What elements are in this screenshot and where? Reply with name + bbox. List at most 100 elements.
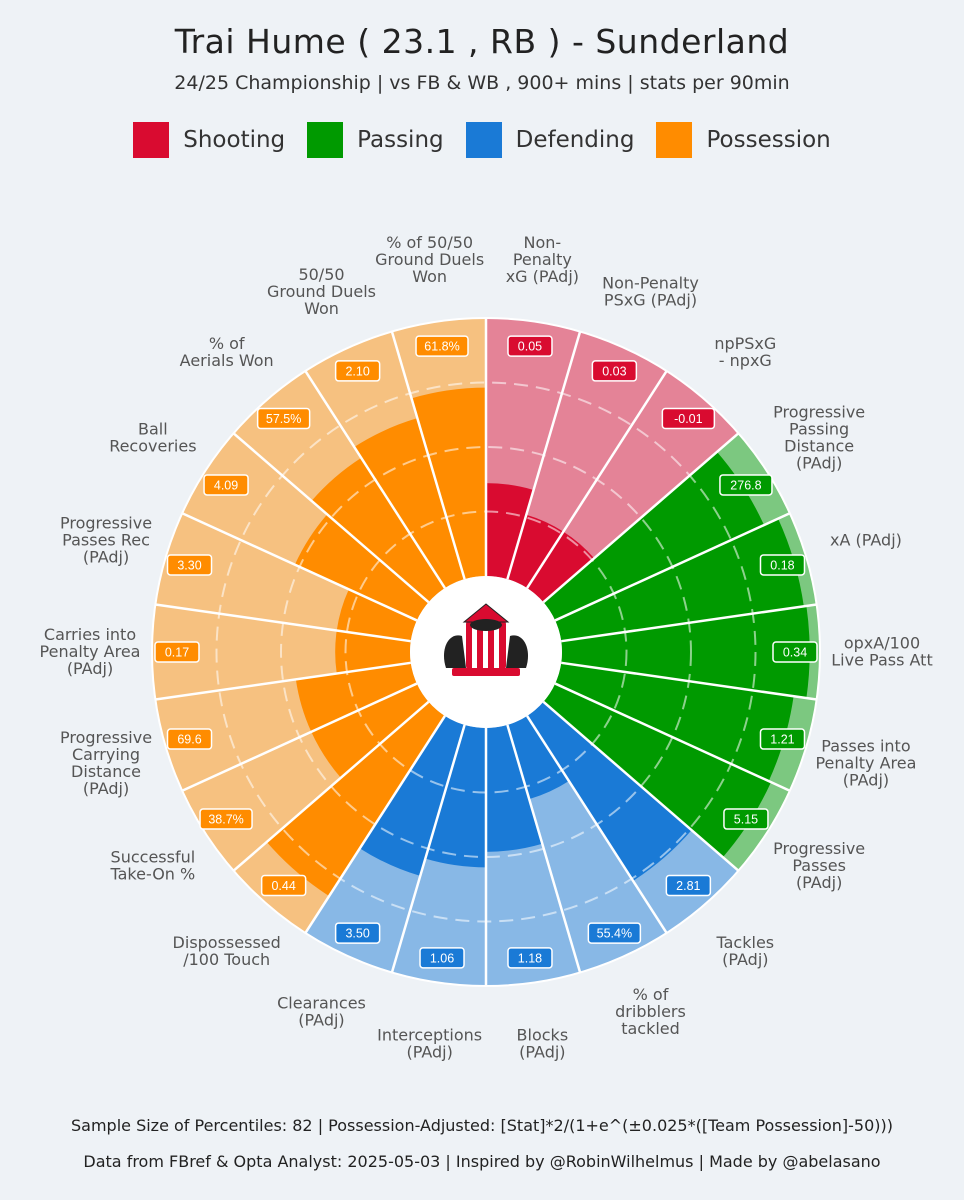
- svg-text:0.18: 0.18: [770, 558, 794, 572]
- category-label-non-penalty-xg-padj: Non-Penalty xG (PAdj): [506, 233, 579, 286]
- bar-interceptions-padj: [425, 724, 486, 868]
- svg-text:55.4%: 55.4%: [597, 927, 632, 941]
- bar-progressive-passes-padj: [543, 683, 772, 858]
- spoke-line: [561, 661, 817, 701]
- svg-text:0.17: 0.17: [165, 646, 189, 660]
- bar-progressive-passing-distance-padj: [543, 451, 765, 621]
- spoke-line: [526, 370, 668, 589]
- svg-text:38.7%: 38.7%: [208, 813, 243, 827]
- bar-passes-into-penalty-area-padj: [555, 662, 794, 782]
- category-label-xa-padj: xA (PAdj): [830, 530, 902, 549]
- value-label-successful-take-on: 38.7%: [199, 808, 253, 830]
- legend-swatch-defending: [465, 122, 502, 158]
- value-label-of-50-50-ground-duels-won: 61.8%: [415, 335, 469, 357]
- footer-note: Sample Size of Percentiles: 82 | Possess…: [70, 1116, 893, 1135]
- value-label-opxa-100-live-pass-att: 0.34: [772, 641, 818, 663]
- legend-swatch-shooting: [133, 122, 170, 158]
- bar-blocks-padj: [486, 724, 543, 852]
- value-label-interceptions-padj: 1.06: [419, 947, 465, 969]
- value-label-progressive-passes-rec-padj: 3.30: [166, 554, 213, 576]
- category-label-successful-take-on: Successful Take-On %: [110, 848, 196, 884]
- spoke-line: [390, 724, 466, 973]
- category-label-passes-into-penalty-area-padj: Passes into Penalty Area (PAdj): [815, 737, 916, 790]
- bar-of-dribblers-tackled: [507, 715, 569, 800]
- category-label-dispossessed-100-touch: Dispossessed/100 Touch: [173, 933, 281, 969]
- spoke-line: [554, 512, 791, 622]
- svg-text:0.05: 0.05: [518, 340, 542, 354]
- category-labels-layer: Non-Penalty xG (PAdj) Non-Penalty PSxG (PAd…: [40, 233, 933, 1061]
- bar-tackles-padj: [527, 701, 692, 881]
- svg-text:2.81: 2.81: [676, 879, 700, 893]
- category-label-progressive-passes-rec-padj: Progressive Passes Rec (PAdj): [60, 513, 152, 566]
- spoke-line: [155, 603, 411, 643]
- spoke-line: [304, 370, 446, 589]
- category-label-opxa-100-live-pass-att: opxA/100 Live Pass Att: [831, 634, 932, 670]
- value-label-50-50-ground-duels-won: 2.10: [334, 360, 381, 382]
- legend-item-defending: Defending: [465, 122, 634, 158]
- value-label-progressive-passing-distance-padj: 276.8: [719, 474, 773, 496]
- svg-text:0.34: 0.34: [783, 646, 807, 660]
- spoke-line: [181, 682, 418, 792]
- spoke-line: [542, 432, 740, 604]
- value-label-passes-into-penalty-area-padj: 1.21: [759, 728, 806, 750]
- legend-item-possession: Possession: [656, 122, 831, 158]
- svg-text:276.8: 276.8: [730, 478, 761, 492]
- spoke-line: [155, 661, 411, 701]
- svg-text:61.8%: 61.8%: [424, 340, 459, 354]
- legend-label-passing: Passing: [357, 127, 444, 153]
- svg-text:5.15: 5.15: [734, 813, 758, 827]
- value-label-ball-recoveries: 4.09: [203, 474, 249, 496]
- category-label-50-50-ground-duels-won: 50/50 Ground Duels Won: [267, 265, 376, 318]
- svg-text:57.5%: 57.5%: [266, 412, 301, 426]
- spoke-line: [506, 331, 582, 580]
- svg-text:1.21: 1.21: [770, 733, 794, 747]
- spoke-line: [506, 724, 582, 973]
- spoke-line: [554, 682, 791, 792]
- svg-text:0.03: 0.03: [602, 364, 626, 378]
- value-label-clearances-padj: 3.50: [334, 922, 381, 944]
- category-label-clearances-padj: Clearances (PAdj): [277, 994, 366, 1030]
- value-label-blocks-padj: 1.18: [507, 947, 553, 969]
- spoke-line: [390, 331, 466, 580]
- category-label-nppsxg-npxg: npPSxG - npxG: [714, 334, 776, 370]
- svg-text:1.06: 1.06: [430, 951, 454, 965]
- svg-text:3.50: 3.50: [345, 927, 369, 941]
- category-label-blocks-padj: Blocks (PAdj): [517, 1025, 569, 1061]
- spoke-line: [526, 715, 668, 934]
- spoke-line: [232, 700, 430, 872]
- value-label-nppsxg-npxg: -0.01: [661, 407, 716, 430]
- category-label-ball-recoveries: Ball Recoveries: [109, 419, 196, 455]
- category-label-of-dribblers-tackled: % of dribblers tackled: [615, 985, 686, 1038]
- category-label-interceptions-padj: Interceptions (PAdj): [377, 1025, 482, 1061]
- bar-xa-padj: [555, 518, 804, 642]
- value-labels-layer: 0.05 0.03 -0.01 276.8 0.18 0.34 1.21 5.15 2.81 55…: [154, 335, 818, 969]
- bar-50-50-ground-duels-won: [354, 418, 465, 589]
- center-logo: [410, 576, 562, 728]
- category-label-progressive-carrying-distance-padj: Progressive Carrying Distance (PAdj): [60, 728, 152, 798]
- value-label-tackles-padj: 2.81: [665, 874, 712, 897]
- category-label-carries-into-penalty-area-padj: Carries into Penalty Area (PAdj): [40, 625, 141, 678]
- bar-opxa-100-live-pass-att: [561, 605, 810, 699]
- value-label-carries-into-penalty-area-padj: 0.17: [154, 641, 200, 663]
- legend-item-passing: Passing: [307, 122, 444, 158]
- bar-of-50-50-ground-duels-won: [411, 387, 486, 580]
- legend-swatch-passing: [307, 122, 344, 158]
- chart-subtitle: 24/25 Championship | vs FB & WB , 900+ m…: [174, 72, 790, 94]
- bar-of-aerials-won: [311, 457, 445, 603]
- value-label-non-penalty-psxg-padj: 0.03: [591, 360, 638, 382]
- spoke-line: [304, 715, 446, 934]
- category-label-of-50-50-ground-duels-won: % of 50/50 Ground Duels Won: [375, 233, 484, 286]
- legend-label-possession: Possession: [706, 127, 831, 153]
- spoke-line: [181, 512, 418, 622]
- spoke-line: [232, 432, 430, 604]
- bar-ball-recoveries: [294, 514, 429, 621]
- sunderland-crest-icon: [443, 603, 529, 676]
- value-label-of-dribblers-tackled: 55.4%: [587, 922, 642, 944]
- svg-text:-0.01: -0.01: [674, 412, 703, 426]
- category-label-progressive-passing-distance-padj: Progressive Passing Distance (PAdj): [773, 402, 865, 472]
- svg-text:2.10: 2.10: [345, 364, 369, 378]
- svg-text:4.09: 4.09: [214, 478, 238, 492]
- bar-clearances-padj: [359, 715, 465, 876]
- legend-label-shooting: Shooting: [183, 127, 286, 153]
